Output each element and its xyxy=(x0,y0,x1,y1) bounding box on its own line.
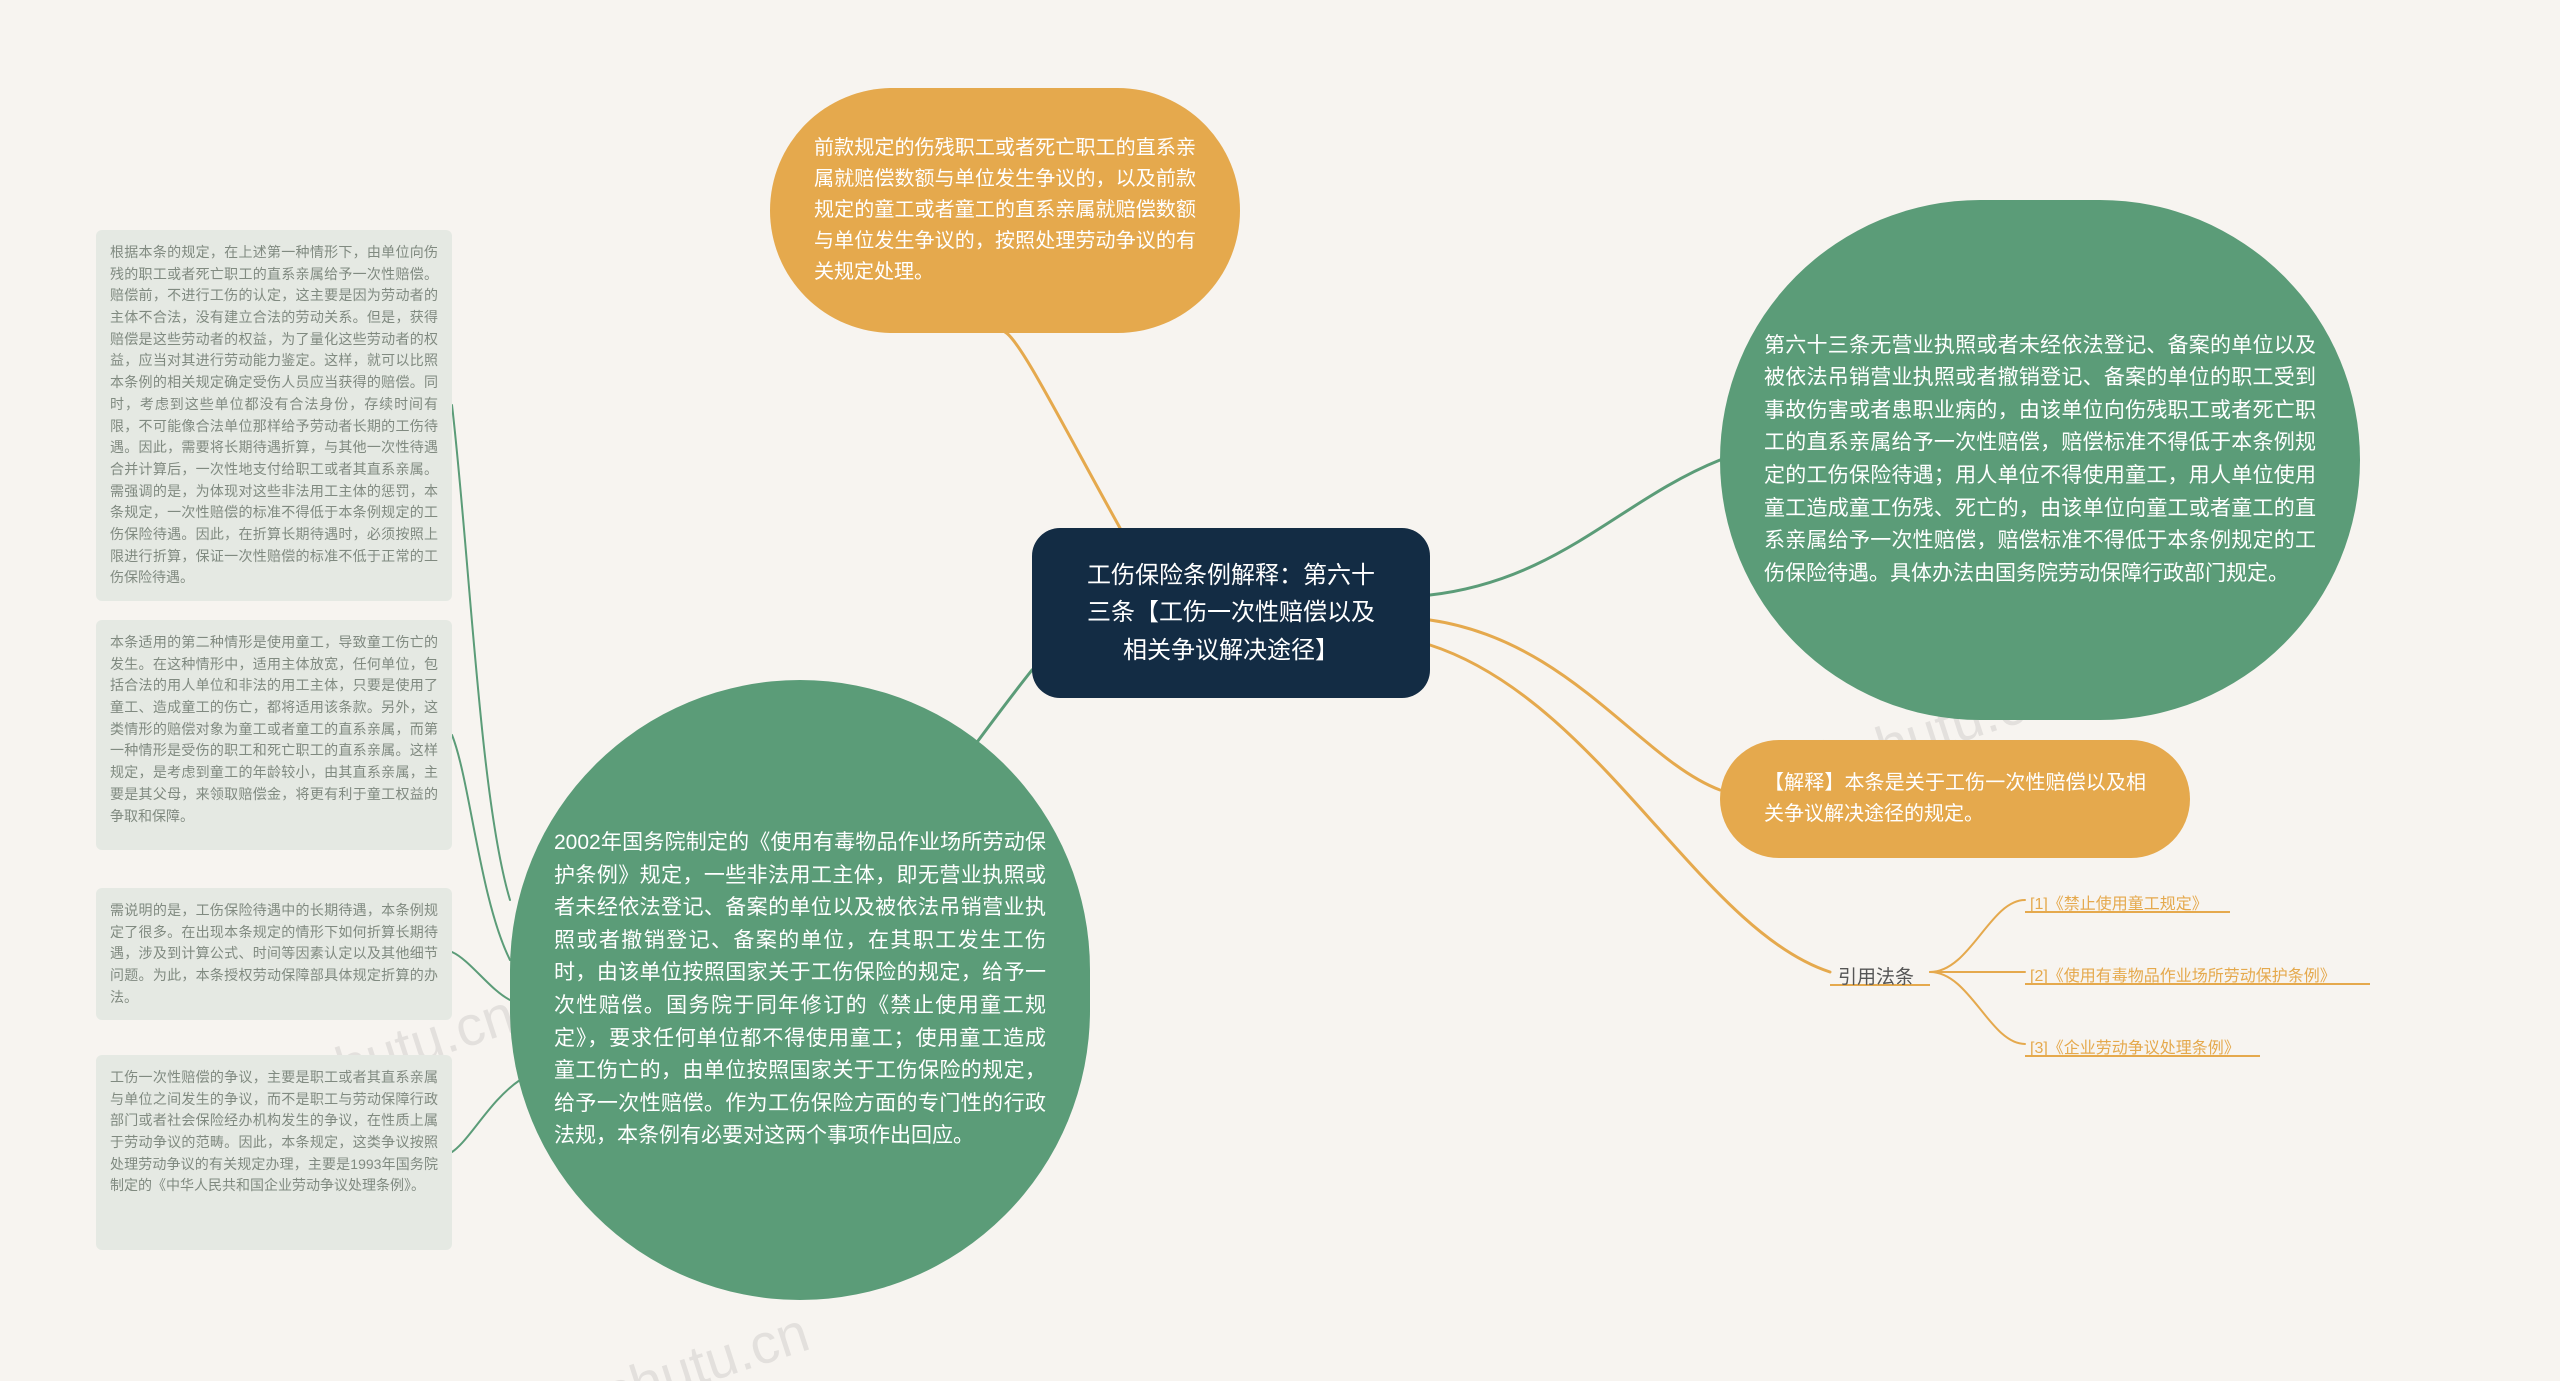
leaf-note[interactable]: 工伤一次性赔偿的争议，主要是职工或者其直系亲属与单位之间发生的争议，而不是职工与… xyxy=(96,1055,452,1250)
citation-label[interactable]: 引用法条 xyxy=(1838,962,1914,989)
leaf-note[interactable]: 根据本条的规定，在上述第一种情形下，由单位向伤残的职工或者死亡职工的直系亲属给予… xyxy=(96,230,452,601)
citation-item[interactable]: [2]《使用有毒物品作业场所劳动保护条例》 xyxy=(2030,962,2336,986)
node-text: 2002年国务院制定的《使用有毒物品作业场所劳动保护条例》规定，一些非法用工主体… xyxy=(554,827,1046,1152)
node-text: 【解释】本条是关于工伤一次性赔偿以及相关争议解决途径的规定。 xyxy=(1764,768,2146,830)
node-article-63[interactable]: 第六十三条无营业执照或者未经依法登记、备案的单位以及被依法吊销营业执照或者撤销登… xyxy=(1720,200,2360,720)
root-node[interactable]: 工伤保险条例解释：第六十三条【工伤一次性赔偿以及相关争议解决途径】 xyxy=(1032,528,1430,698)
leaf-note-text: 本条适用的第二种情形是使用童工，导致童工伤亡的发生。在这种情形中，适用主体放宽，… xyxy=(110,634,438,824)
watermark: shutu.cn xyxy=(595,1299,816,1381)
citation-item[interactable]: [1]《禁止使用童工规定》 xyxy=(2030,890,2208,914)
leaf-note-text: 根据本条的规定，在上述第一种情形下，由单位向伤残的职工或者死亡职工的直系亲属给予… xyxy=(110,244,438,585)
root-node-text: 工伤保险条例解释：第六十三条【工伤一次性赔偿以及相关争议解决途径】 xyxy=(1076,557,1386,669)
citation-item[interactable]: [3]《企业劳动争议处理条例》 xyxy=(2030,1034,2240,1058)
node-text: 第六十三条无营业执照或者未经依法登记、备案的单位以及被依法吊销营业执照或者撤销登… xyxy=(1764,330,2316,590)
leaf-note-text: 需说明的是，工伤保险待遇中的长期待遇，本条例规定了很多。在出现本条规定的情形下如… xyxy=(110,902,438,1005)
citation-label-text: 引用法条 xyxy=(1838,967,1914,988)
node-dispute-handling[interactable]: 前款规定的伤残职工或者死亡职工的直系亲属就赔偿数额与单位发生争议的，以及前款规定… xyxy=(770,88,1240,333)
node-interpretation[interactable]: 【解释】本条是关于工伤一次性赔偿以及相关争议解决途径的规定。 xyxy=(1720,740,2190,858)
leaf-note[interactable]: 需说明的是，工伤保险待遇中的长期待遇，本条例规定了很多。在出现本条规定的情形下如… xyxy=(96,888,452,1020)
leaf-note[interactable]: 本条适用的第二种情形是使用童工，导致童工伤亡的发生。在这种情形中，适用主体放宽，… xyxy=(96,620,452,850)
leaf-note-text: 工伤一次性赔偿的争议，主要是职工或者其直系亲属与单位之间发生的争议，而不是职工与… xyxy=(110,1069,438,1193)
node-2002-regulations[interactable]: 2002年国务院制定的《使用有毒物品作业场所劳动保护条例》规定，一些非法用工主体… xyxy=(510,680,1090,1300)
node-text: 前款规定的伤残职工或者死亡职工的直系亲属就赔偿数额与单位发生争议的，以及前款规定… xyxy=(814,133,1196,288)
